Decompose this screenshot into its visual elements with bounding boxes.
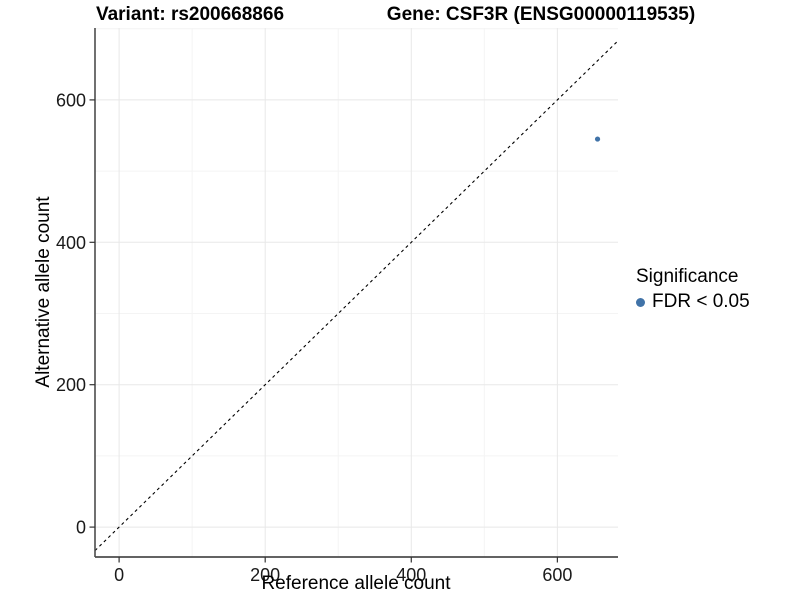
- x-tick-label: 200: [250, 565, 280, 585]
- y-tick-label: 200: [56, 375, 86, 395]
- y-tick-label: 0: [76, 518, 86, 538]
- x-tick-label: 400: [396, 565, 426, 585]
- y-axis-title: Alternative allele count: [33, 196, 54, 388]
- plot-title-gene: Gene: CSF3R (ENSG00000119535): [386, 4, 696, 25]
- legend: Significance FDR < 0.05: [636, 266, 750, 313]
- data-point: [594, 136, 601, 142]
- legend-dot-icon: [636, 297, 645, 307]
- y-tick-label: 400: [56, 233, 86, 253]
- legend-item-label: FDR < 0.05: [652, 291, 750, 312]
- x-axis-title: Reference allele count: [261, 573, 451, 594]
- legend-item: FDR < 0.05: [636, 291, 750, 313]
- x-tick-label: 0: [114, 565, 124, 585]
- x-tick-label: 600: [542, 565, 572, 585]
- legend-title: Significance: [636, 266, 739, 287]
- plot-title-variant: Variant: rs200668866: [95, 4, 285, 25]
- y-tick-label: 600: [56, 90, 86, 110]
- identity-line: [95, 40, 618, 551]
